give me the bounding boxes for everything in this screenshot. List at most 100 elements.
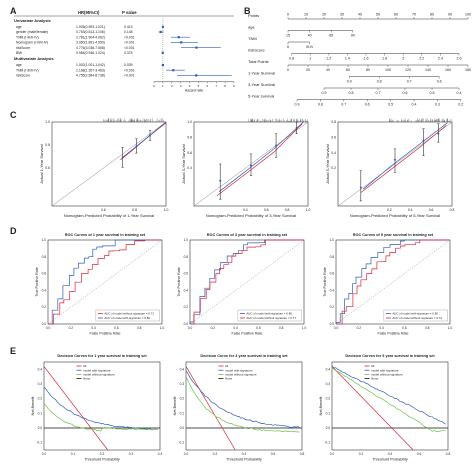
decision-xtick: 0.4 [158, 452, 163, 456]
nomogram-tick-label: 0.6 [403, 91, 408, 95]
decision-frame [331, 361, 449, 451]
calibration-ytick: 0.4 [187, 166, 192, 170]
decision-all-line [43, 366, 109, 451]
forest-header-hr: HR(95%CI) [78, 10, 100, 15]
nomogram-tick-label: 40 [308, 34, 312, 38]
roc-legend-label: AUC of model with signature = 0.80 [104, 316, 150, 320]
forest-tick-label: 8 [224, 84, 226, 88]
calibration-point [135, 145, 138, 148]
decision-ytick: 0.2 [326, 397, 331, 401]
roc-legend-box [95, 309, 160, 322]
calibration-xtick: 0.4 [408, 208, 413, 212]
forest-row-p: <0.001 [124, 74, 135, 78]
forest-point [195, 46, 198, 49]
decision-xtick: 0.4 [242, 452, 247, 456]
roc-plot-3-year: ROC Curves of 3 year survival in trainin… [177, 233, 306, 336]
decision-all-line [185, 366, 236, 451]
forest-tick-label: 9 [233, 84, 235, 88]
forest-row-hr: 4.776(3.038-7.508) [76, 46, 105, 50]
roc-title: ROC Curves of 3 year survival in trainin… [207, 233, 288, 237]
forest-header-p: P value [122, 10, 137, 15]
calibration-plot-1-year: 0.6 0.8 1.0 0.6 0.8 1.0 Nomogram-Predicted Pro… [39, 118, 169, 218]
roc-diagonal [189, 239, 305, 325]
decision-ytick: 0.0 [180, 426, 185, 430]
forest-row-p: 0.148 [124, 30, 133, 34]
roc-ytick: 1.0 [184, 238, 189, 242]
forest-row-hr: 2.168(1.357-3.463) [76, 68, 105, 72]
decision-title: Decision Curve for 3 year survival in tr… [200, 354, 288, 358]
forest-row-p: <0.001 [124, 35, 135, 39]
calibration-plot-3-year: 0.4 0.6 0.8 1.0 0.4 0.6 0.8 1.0 Nomogram-Predict… [181, 118, 310, 218]
roc-xtick: 1.0 [160, 326, 165, 330]
roc-curve-with-signature [48, 239, 162, 325]
roc-ytick: 0.0 [184, 322, 189, 326]
decision-legend-label: None [225, 377, 233, 381]
nomogram-tick-label: 15 [286, 34, 290, 38]
forest-section-title: Univariate Analysis [14, 18, 52, 23]
decision-curve-with-signature [185, 370, 300, 428]
nomogram-tick-label: 0.8 [349, 91, 354, 95]
decision-curve-3-year: Decision Curve for 3 year survival in tr… [173, 354, 304, 462]
forest-row-label: age [16, 63, 22, 67]
roc-frame [47, 239, 163, 325]
decision-curve-without-signature [43, 403, 158, 432]
roc-ytick: 1.0 [42, 238, 47, 242]
decision-curve-without-signature [331, 367, 446, 432]
calibration-blue-line [122, 121, 167, 158]
calibration-xtick: 0.4 [243, 208, 248, 212]
forest-tick-label: 6 [206, 84, 208, 88]
calibration-xtick: 1.0 [164, 208, 169, 212]
roc-xtick: 0.8 [279, 326, 284, 330]
decision-legend-label: All [225, 364, 229, 368]
forest-tick-label: 2 [171, 84, 173, 88]
decision-legend-label: model with signature [371, 368, 399, 372]
calibration-point [275, 144, 278, 147]
forest-row-p: 0.376 [124, 51, 133, 55]
calibration-point [437, 132, 440, 135]
nomogram-tick-label: 2.6 [457, 57, 462, 61]
nomogram-tick-label: 100 [385, 68, 391, 72]
roc-xtick: 0.4 [233, 326, 238, 330]
decision-xtick: 0.0 [330, 452, 335, 456]
nomogram-tick-label: 1.4 [345, 57, 350, 61]
nomogram-tick-label: 0.8 [318, 103, 323, 107]
decision-ytick: -0.1 [37, 441, 43, 445]
calibration-ideal-line [51, 121, 167, 207]
calibration-xtick: 0.6 [264, 208, 269, 212]
roc-curve-without-signature [48, 239, 162, 325]
nomogram-tick-label: 30 [340, 13, 344, 17]
forest-row-p: <0.001 [124, 68, 135, 72]
nomogram-tick-label: 0.7 [407, 80, 412, 84]
roc-legend-label: AUC of model without signature = 0.77 [246, 316, 296, 320]
forest-tick-label: 0 [153, 84, 155, 88]
nomogram-row-label: 1-Year Survival [248, 71, 275, 76]
decision-curve-1-year: Decision Curves for 1 year survival in t… [31, 354, 163, 462]
nomogram-tick-label: 0.8 [289, 57, 294, 61]
decision-ytick: 0.2 [180, 397, 185, 401]
forest-row-label: TNM (I-III/II-IV) [16, 35, 39, 39]
forest-row-hr: 3.060(1.891-4.950) [76, 41, 105, 45]
decision-ytick: 0.4 [180, 367, 185, 371]
decision-xlabel: Threshold Probability [84, 458, 120, 462]
forest-point [161, 63, 165, 67]
nomogram-tick-label: 0 [287, 68, 289, 72]
roc-ylabel: True Positive Rate [35, 267, 39, 296]
nomogram-tick-label: 70 [412, 13, 416, 17]
decision-ytick: 0.1 [180, 411, 185, 415]
roc-curve-with-signature [335, 239, 450, 324]
calibration-ytick: 0.4 [331, 151, 336, 155]
decision-xlabel: Threshold Probability [372, 458, 408, 462]
decision-ytick: 0.3 [38, 382, 43, 386]
nomogram-tick-label: 160 [445, 68, 451, 72]
nomogram-row-label: 5-Year survival [248, 94, 274, 99]
forest-tick-label: 7 [215, 84, 217, 88]
roc-curve-without-signature [336, 239, 450, 325]
nomogram-tick-label: 1 [309, 57, 311, 61]
roc-xtick: 0.0 [188, 326, 193, 330]
forest-row-hr: 1.002(1.001-1.042) [76, 63, 105, 67]
calibration-point [394, 158, 396, 161]
forest-row-hr: 2.781(1.904-4.062) [76, 35, 105, 39]
calibration-ytick: 0.2 [331, 166, 336, 170]
nomogram-tick-label: 0.8 [377, 80, 382, 84]
forest-row-label: BMI [16, 51, 22, 55]
